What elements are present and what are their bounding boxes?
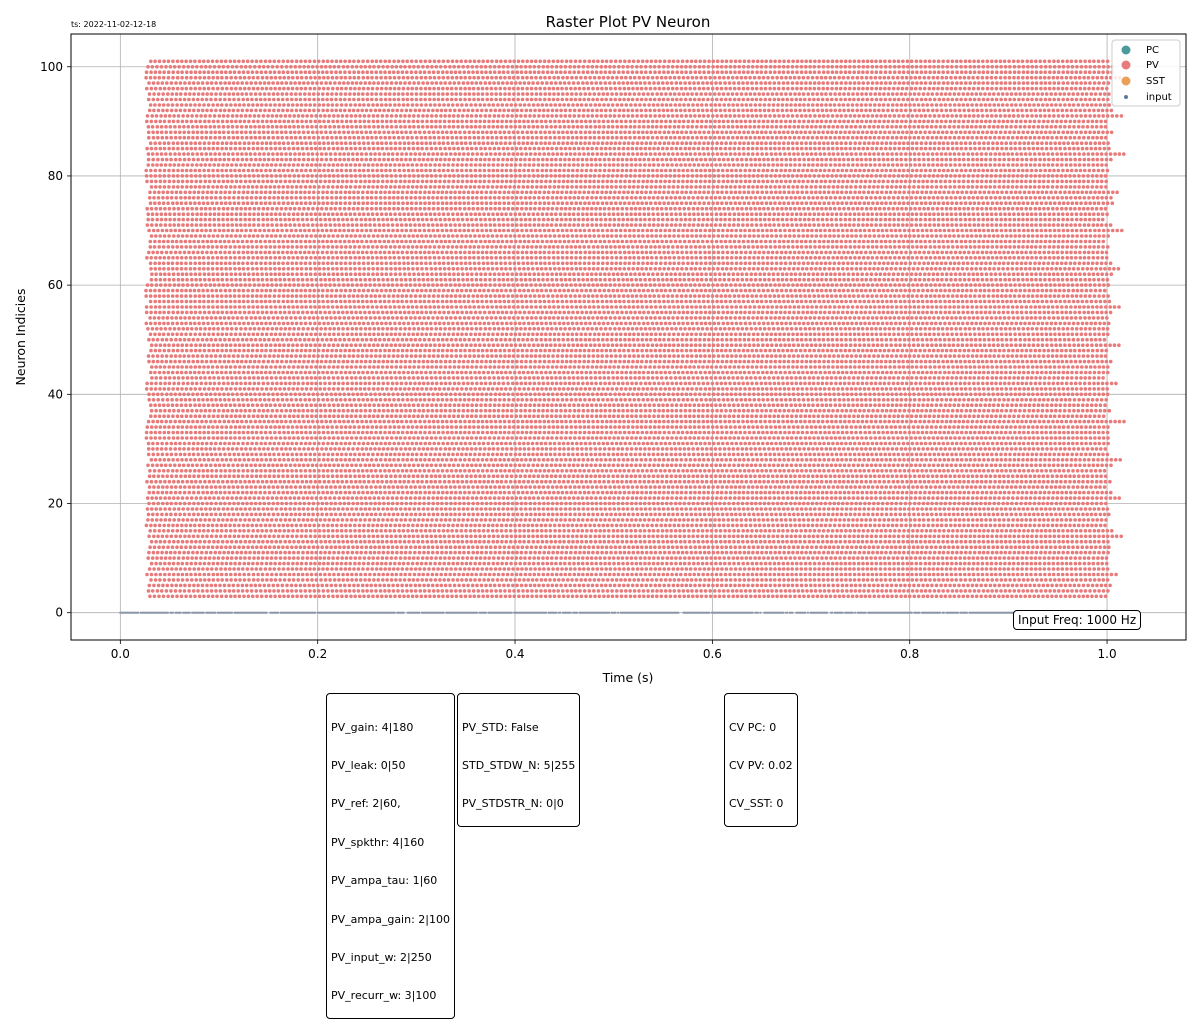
- x-tick-label: 0.2: [308, 647, 327, 661]
- param-line: PV_leak: 0|50: [331, 758, 406, 772]
- legend-label-sst: SST: [1146, 76, 1166, 87]
- pv-parameter-box: PV_gain: 4|180 PV_leak: 0|50 PV_ref: 2|6…: [326, 693, 455, 1019]
- x-tick-label: 0.0: [111, 647, 130, 661]
- pv-spikes: [144, 59, 1126, 599]
- std-parameter-box: PV_STD: False STD_STDW_N: 5|255 PV_STDST…: [457, 693, 581, 827]
- legend-marker-pv: [1121, 60, 1131, 70]
- legend-frame: [1111, 39, 1181, 107]
- legend-marker-pc: [1121, 45, 1131, 55]
- x-tick-label: 0.4: [505, 647, 524, 661]
- x-tick-label: 1.0: [1098, 647, 1117, 661]
- y-tick-label: 100: [40, 60, 63, 74]
- legend-marker-sst: [1121, 76, 1131, 86]
- param-line: PV_ref: 2|60,: [331, 797, 401, 811]
- legend-label-pc: PC: [1146, 45, 1159, 56]
- cv-line: CV PV: 0.02: [729, 758, 793, 772]
- chart-title: Raster Plot PV Neuron: [546, 13, 711, 31]
- legend-label-input: input: [1146, 92, 1172, 103]
- y-tick-label: 40: [48, 387, 63, 401]
- param-line: PV_ampa_tau: 1|60: [331, 874, 438, 888]
- param-line: PV_recurr_w: 3|100: [331, 989, 437, 1003]
- axis-ticks: 0.0 0.2 0.4 0.6 0.8 1.0 0 20 40 60 80 100: [40, 60, 1117, 661]
- cv-line: CV_SST: 0: [729, 797, 784, 811]
- input-frequency-box: Input Freq: 1000 Hz: [1013, 610, 1142, 630]
- x-axis-label: Time (s): [602, 670, 654, 685]
- y-axis-label: Neuron Indicies: [13, 289, 28, 386]
- legend-label-pv: PV: [1146, 60, 1159, 71]
- y-tick-label: 80: [48, 169, 63, 183]
- timestamp-label: ts: 2022-11-02-12-18: [71, 20, 157, 29]
- raster-chart: 0.0 0.2 0.4 0.6 0.8 1.0 0 20 40 60 80 100 Raster Pl…: [13, 13, 1187, 685]
- legend-marker-input: [1124, 95, 1128, 99]
- param-line: PV_STD: False: [462, 720, 539, 734]
- legend: PC PV SST input: [1111, 39, 1181, 107]
- cv-box: CV PC: 0 CV PV: 0.02 CV_SST: 0: [724, 693, 798, 827]
- y-tick-label: 60: [48, 278, 63, 292]
- x-tick-label: 0.8: [900, 647, 919, 661]
- x-tick-label: 0.6: [703, 647, 722, 661]
- param-line: PV_spkthr: 4|160: [331, 835, 425, 849]
- y-tick-label: 20: [48, 497, 63, 511]
- param-line: PV_STDSTR_N: 0|0: [462, 797, 564, 811]
- param-line: PV_ampa_gain: 2|100: [331, 912, 450, 926]
- param-line: PV_gain: 4|180: [331, 720, 414, 734]
- grid-lines: [71, 34, 1186, 640]
- plot-frame: [70, 33, 1187, 641]
- param-line: STD_STDW_N: 5|255: [462, 758, 576, 772]
- param-line: PV_input_w: 2|250: [331, 950, 432, 964]
- cv-line: CV PC: 0: [729, 720, 777, 734]
- y-tick-label: 0: [55, 606, 63, 620]
